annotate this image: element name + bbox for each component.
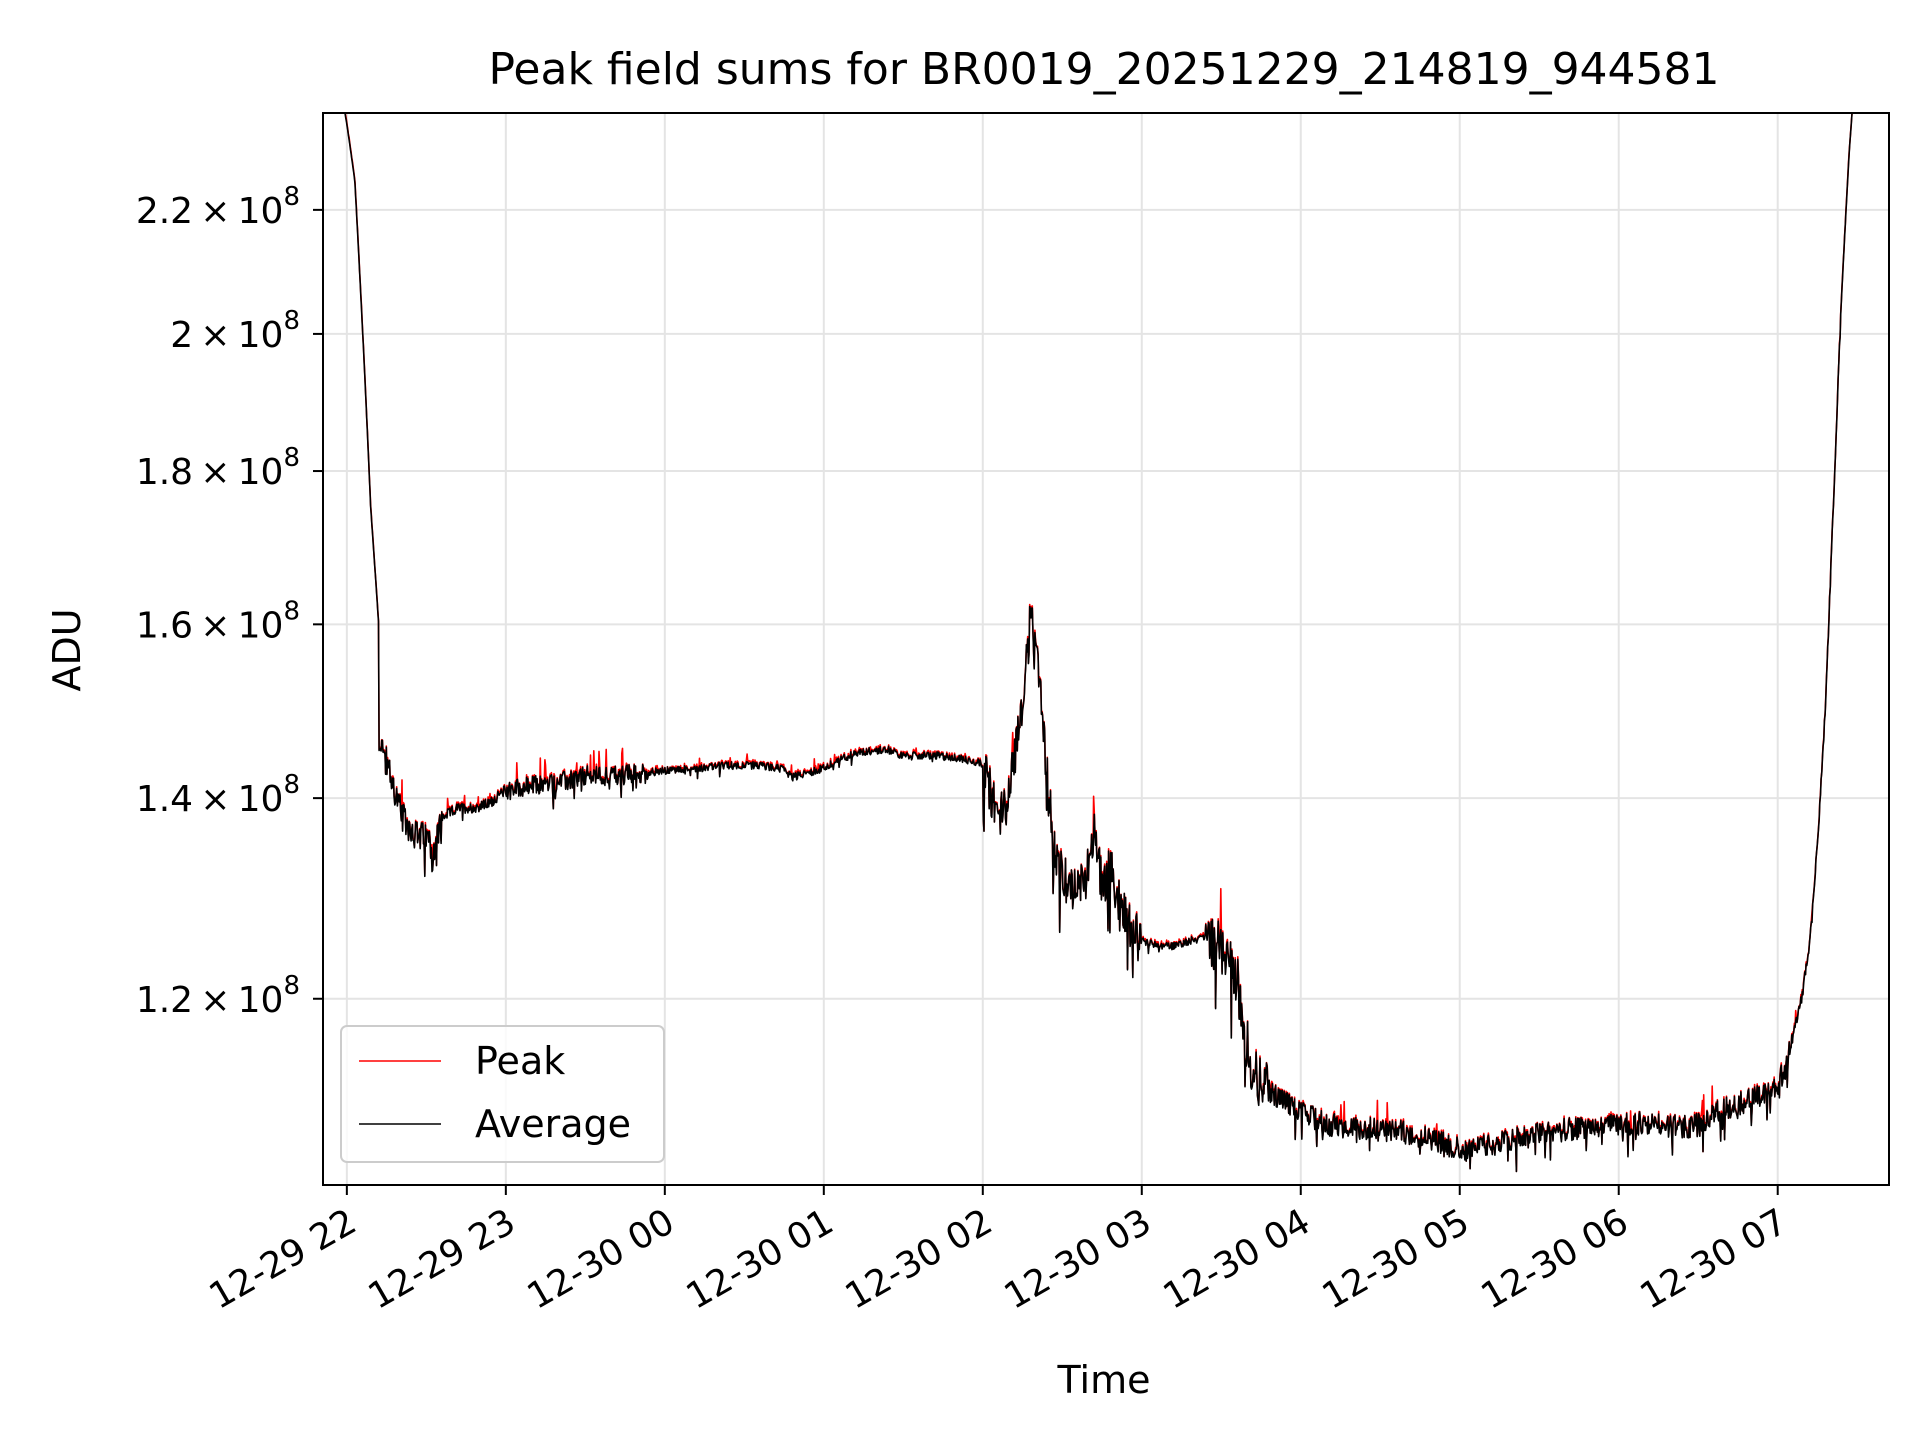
grid bbox=[323, 113, 1889, 1185]
y-tick-times: × bbox=[193, 315, 238, 356]
legend: Peak Average bbox=[340, 1025, 665, 1163]
y-tick-base: 10 bbox=[238, 605, 284, 646]
y-tick-base: 10 bbox=[238, 315, 284, 356]
y-tick-exponent: 8 bbox=[283, 596, 300, 626]
y-tick-exponent: 8 bbox=[283, 971, 300, 1001]
y-tick-base: 10 bbox=[238, 980, 284, 1021]
y-tick-base: 10 bbox=[238, 452, 284, 493]
y-tick-times: × bbox=[193, 605, 238, 646]
y-tick-label: 2.2 × 108 bbox=[136, 182, 300, 232]
y-axis-label: ADU bbox=[45, 608, 89, 691]
legend-box bbox=[340, 1025, 665, 1163]
y-tick-mantissa: 1.6 bbox=[136, 605, 193, 646]
y-tick-times: × bbox=[193, 980, 238, 1021]
y-tick-mantissa: 1.4 bbox=[136, 779, 193, 820]
y-tick-label: 1.6 × 108 bbox=[136, 596, 300, 646]
y-tick-times: × bbox=[193, 191, 238, 232]
legend-average-label: Average bbox=[475, 1102, 631, 1146]
x-axis-label: Time bbox=[1057, 1358, 1151, 1402]
y-tick-exponent: 8 bbox=[283, 770, 300, 800]
series-line-average bbox=[344, 113, 1853, 1173]
plot-frame bbox=[322, 112, 1890, 1186]
y-tick-exponent: 8 bbox=[283, 443, 300, 473]
y-tick-mantissa: 2 bbox=[170, 315, 193, 356]
y-tick-label: 1.8 × 108 bbox=[136, 443, 300, 493]
y-tick-times: × bbox=[193, 452, 238, 493]
y-tick-mantissa: 2.2 bbox=[136, 191, 193, 232]
y-tick-base: 10 bbox=[238, 779, 284, 820]
y-tick-exponent: 8 bbox=[283, 182, 300, 212]
y-tick-mantissa: 1.8 bbox=[136, 452, 193, 493]
y-tick-exponent: 8 bbox=[283, 306, 300, 336]
series-layer bbox=[344, 113, 1853, 1173]
y-tick-label: 1.2 × 108 bbox=[136, 971, 300, 1021]
y-tick-label: 2 × 108 bbox=[170, 306, 300, 356]
y-tick-mantissa: 1.2 bbox=[136, 980, 193, 1021]
chart-title: Peak field sums for BR0019_20251229_2148… bbox=[488, 44, 1719, 95]
legend-peak-label: Peak bbox=[475, 1039, 565, 1083]
y-tick-times: × bbox=[193, 779, 238, 820]
y-tick-base: 10 bbox=[238, 191, 284, 232]
y-tick-label: 1.4 × 108 bbox=[136, 770, 300, 820]
